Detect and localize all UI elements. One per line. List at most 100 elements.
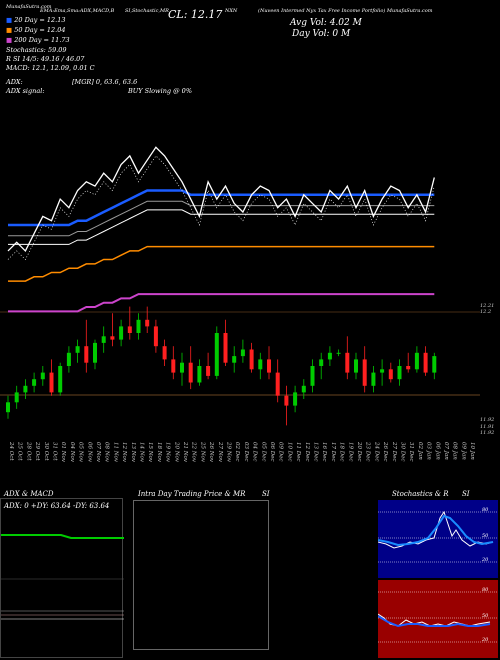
intraday-title: Intra Day Trading Price & MR — [138, 490, 246, 498]
candle-body — [101, 336, 106, 343]
close-price: CL: 12.17 — [168, 8, 223, 21]
date-label: 25 Nov — [199, 441, 205, 463]
date-label: 11 Nov — [112, 442, 118, 463]
rsi-lines — [378, 591, 498, 643]
date-label: 30 Oct — [43, 442, 49, 461]
candle-body — [223, 333, 228, 363]
date-label: 18 Dec — [339, 442, 345, 462]
stochastics-panel: 80 50 20 — [378, 500, 498, 578]
date-label: 05 Dec — [260, 442, 266, 462]
date-label: 31 Dec — [408, 442, 414, 462]
date-label: 12 Dec — [304, 442, 310, 462]
candle-body — [206, 366, 211, 376]
candle-body — [249, 349, 254, 370]
signal-dotted-line — [7, 155, 435, 261]
price-chart: 24 Oct 25 Oct 28 Oct 29 Oct 30 Oct 31 Oct 01 N… — [0, 146, 480, 463]
candle-body — [153, 326, 158, 347]
date-label: 17 Dec — [330, 442, 336, 462]
stoch-tick-50: 50 — [482, 533, 489, 539]
date-label: 21 Nov — [182, 441, 188, 463]
indicator-list: EMA:Ema,Sma:ADX,MACD,B — [40, 8, 115, 14]
buy-signal: BUY Slowing @ 0% — [128, 87, 192, 95]
stochastic-label: SI,Stochastic,MR — [125, 8, 169, 14]
moving-average-lines — [7, 146, 435, 313]
date-label: 29 Nov — [226, 441, 232, 463]
candle-body — [66, 352, 71, 366]
date-label: 01 Nov — [60, 442, 66, 463]
candle-body — [345, 352, 350, 373]
date-label: 09 Dec — [278, 442, 284, 462]
candle-body — [127, 326, 132, 333]
adx-macd-panel: ADX: 0 +DY: 63.64 -DY: 63.64 — [0, 498, 124, 658]
date-label: 04 Dec — [252, 442, 258, 462]
candle-body — [327, 352, 332, 360]
date-label: 10 Dec — [286, 442, 292, 462]
candle-body — [275, 372, 280, 396]
date-label: 03 Dec — [243, 442, 249, 462]
date-label: 19 Dec — [347, 442, 353, 462]
stochastics-value: Stochastics: 59.09 — [6, 46, 67, 54]
date-label: 30 Dec — [400, 442, 406, 462]
date-label: 05 Nov — [78, 442, 84, 463]
price-label-b: 12.2 — [480, 309, 492, 315]
date-label: 18 Nov — [156, 442, 162, 463]
candle-body — [171, 359, 176, 373]
intraday-si: SI — [262, 490, 270, 498]
macd-value: MACD: 12.1, 12.09, 0.01 C — [6, 64, 95, 72]
candle-body — [14, 392, 19, 403]
band-line-upper — [8, 200, 435, 237]
candle-body — [301, 385, 306, 393]
grid-lines — [0, 311, 480, 396]
date-label: 08 Nov — [104, 442, 110, 463]
date-label: 20 Dec — [356, 441, 362, 462]
candle-body — [388, 369, 393, 380]
date-label: 20 Nov — [173, 441, 179, 463]
date-label: 07 Jan — [443, 442, 449, 460]
candle-body — [180, 362, 184, 373]
sma50-line — [8, 245, 435, 282]
candle-body — [40, 372, 45, 380]
date-label: 26 Dec — [382, 441, 388, 462]
candle-body — [380, 369, 385, 373]
candle-body — [145, 319, 150, 327]
date-axis: 24 Oct 25 Oct 28 Oct 29 Oct 30 Oct 31 Oct 01 N… — [8, 441, 475, 463]
sma50-label: ■ 50 Day = 12.04 — [6, 26, 66, 34]
date-label: 09 Jan — [460, 442, 466, 460]
date-label: 25 Oct — [17, 441, 23, 461]
date-label: 26 Nov — [208, 441, 214, 463]
candle-body — [214, 333, 219, 376]
candle-body — [397, 366, 402, 380]
date-label: 27 Nov — [217, 441, 223, 463]
rsi-tick-80: 80 — [482, 587, 489, 593]
date-label: 13 Nov — [130, 442, 136, 463]
stoch-tick-80: 80 — [482, 507, 489, 513]
candle-body — [6, 402, 10, 413]
price-label-c: 11.92 — [480, 417, 495, 423]
adx-signal-label: ADX signal: — [6, 87, 45, 95]
candle-body — [119, 326, 124, 340]
candle-body — [371, 372, 376, 386]
adx-panel-title: ADX & MACD — [4, 490, 54, 498]
intraday-panel — [133, 500, 269, 650]
date-label: 24 Oct — [8, 441, 14, 461]
date-label: 07 Nov — [95, 442, 101, 463]
candle-body — [258, 359, 263, 370]
stochastics-panel-title: Stochastics & R — [392, 490, 449, 498]
rsi-tick-50: 50 — [482, 613, 489, 619]
stochastics-lines — [378, 510, 498, 563]
candlesticks — [6, 306, 437, 426]
candle-body — [310, 366, 315, 386]
sma200-label: ■ 200 Day = 11.73 — [6, 36, 70, 44]
candle-body — [354, 359, 358, 373]
candle-body — [84, 346, 89, 363]
mgr-value: [MGR] 0, 63.6, 63.6 — [72, 78, 138, 86]
date-label: 28 Oct — [25, 441, 31, 461]
candle-body — [267, 359, 271, 373]
day-volume: Day Vol: 0 M — [292, 29, 351, 39]
candle-body — [362, 359, 367, 386]
candle-body — [110, 336, 115, 340]
date-label: 03 Jan — [426, 442, 432, 460]
candle-body — [136, 319, 141, 333]
date-label: 06 Dec — [269, 442, 275, 462]
date-label: 06 Jan — [434, 442, 440, 460]
